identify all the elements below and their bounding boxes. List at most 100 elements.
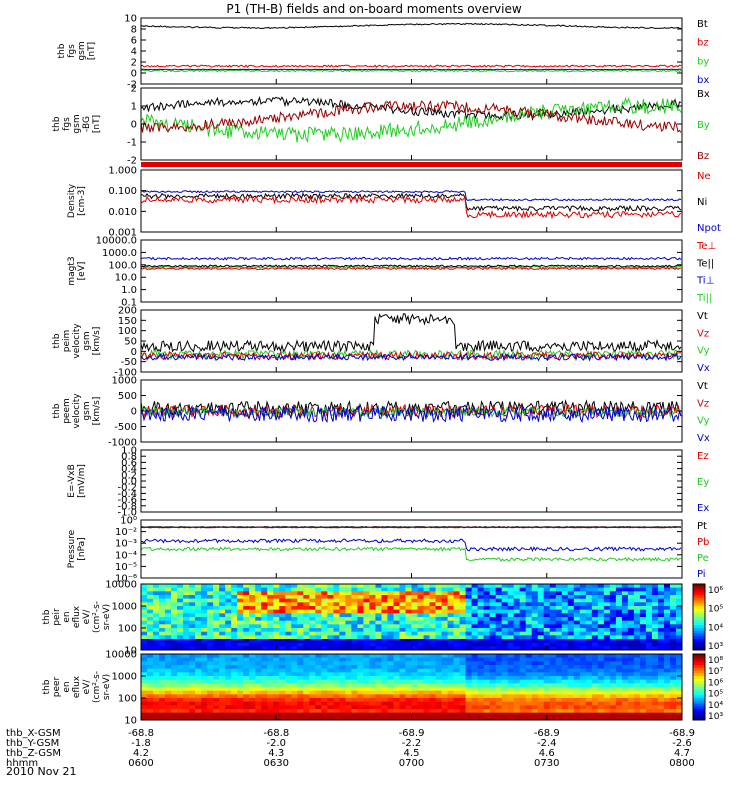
legend-label: Bx (697, 89, 710, 100)
spectrogram-cell (561, 591, 569, 596)
spectrogram-cell (495, 628, 503, 633)
spectrogram-cell (675, 587, 683, 592)
spectrogram-cell (141, 598, 148, 603)
spectrogram-cell (159, 624, 166, 629)
spectrogram-cell (411, 613, 419, 618)
spectrogram-cell (531, 712, 539, 717)
spectrogram-cell (195, 668, 202, 673)
spectrogram-cell (363, 665, 370, 670)
spectrogram-cell (675, 642, 683, 647)
spectrogram-cell (399, 606, 406, 611)
spectrogram-cell (561, 668, 569, 673)
spectrogram-cell (495, 676, 503, 681)
spectrogram-cell (321, 624, 328, 629)
spectrogram-cell (507, 624, 515, 629)
spectrogram-cell (621, 701, 629, 706)
spectrogram-cell (297, 701, 304, 706)
spectrogram-cell (363, 642, 370, 647)
spectrogram-cell (393, 672, 400, 677)
spectrogram-cell (441, 690, 449, 695)
spectrogram-cell (327, 606, 334, 611)
spectrogram-cell (501, 639, 509, 644)
spectrogram-cell (171, 617, 178, 622)
spectrogram-cell (381, 709, 388, 714)
spectrogram-cell (177, 657, 184, 662)
spectrogram-cell (201, 668, 208, 673)
spectrogram-cell (513, 620, 521, 625)
spectrogram-cell (609, 635, 617, 640)
spectrogram-cell (675, 657, 683, 662)
spectrogram-cell (345, 628, 352, 633)
spectrogram-cell (315, 602, 322, 607)
spectrogram-cell (321, 646, 328, 651)
spectrogram-cell (165, 683, 172, 688)
spectrogram-cell (639, 617, 647, 622)
spectrogram-cell (339, 642, 346, 647)
spectrogram-cell (363, 698, 370, 703)
spectrogram-cell (627, 705, 635, 710)
spectrogram-cell (279, 701, 286, 706)
spectrogram-cell (189, 591, 196, 596)
spectrogram-cell (387, 672, 394, 677)
spectrogram-cell (225, 716, 232, 721)
spectrogram-cell (411, 591, 419, 596)
spectrogram-cell (219, 654, 226, 659)
spectrogram-cell (165, 609, 172, 614)
spectrogram-cell (225, 698, 232, 703)
spectrogram-cell (453, 602, 461, 607)
spectrogram-cell (549, 606, 557, 611)
spectrogram-cell (231, 591, 238, 596)
spectrogram-cell (363, 595, 370, 600)
spectrogram-cell (663, 665, 671, 670)
spectrogram-cell (411, 668, 419, 673)
spectrogram-cell (333, 694, 340, 699)
spectrogram-cell (315, 701, 322, 706)
spectrogram-cell (519, 683, 527, 688)
spectrogram-cell (327, 709, 334, 714)
spectrogram-cell (321, 676, 328, 681)
spectrogram-cell (603, 642, 611, 647)
spectrogram-cell (285, 620, 292, 625)
spectrogram-cell (489, 606, 497, 611)
spectrogram-cell (237, 701, 244, 706)
spectrogram-cell (297, 587, 304, 592)
spectrogram-cell (447, 672, 455, 677)
spectrogram-cell (675, 613, 683, 618)
y-tick-label: -100 (114, 368, 137, 379)
spectrogram-cell (177, 591, 184, 596)
spectrogram-cell (459, 617, 467, 622)
spectrogram-cell (507, 668, 515, 673)
spectrogram-cell (663, 646, 671, 651)
spectrogram-cell (387, 694, 394, 699)
colorbar-tick-label: 10⁷ (708, 667, 723, 677)
spectrogram-cell (633, 598, 641, 603)
spectrogram-cell (483, 694, 491, 699)
spectrogram-cell (585, 705, 593, 710)
spectrogram-cell (225, 609, 232, 614)
spectrogram-cell (423, 698, 431, 703)
y-axis-label-line: thb (57, 43, 67, 58)
spectrogram-cell (609, 701, 617, 706)
spectrogram-cell (573, 668, 581, 673)
spectrogram-cell (453, 587, 461, 592)
spectrogram-cell (405, 690, 412, 695)
spectrogram-cell (411, 642, 419, 647)
y-tick-label: -1 (127, 138, 137, 149)
spectrogram-cell (393, 591, 400, 596)
spectrogram-cell (525, 617, 533, 622)
spectrogram-cell (147, 584, 154, 589)
spectrogram-cell (531, 639, 539, 644)
spectrogram-cell (399, 712, 406, 717)
spectrogram-cell (351, 665, 358, 670)
spectrogram-cell (177, 620, 184, 625)
spectrogram-cell (153, 642, 160, 647)
spectrogram-cell (285, 587, 292, 592)
spectrogram-cell (171, 620, 178, 625)
spectrogram-cell (351, 617, 358, 622)
spectrogram-cell (549, 672, 557, 677)
spectrogram-cell (141, 690, 148, 695)
spectrogram-cell (513, 668, 521, 673)
spectrogram-cell (621, 617, 629, 622)
spectrogram-cell (267, 687, 274, 692)
